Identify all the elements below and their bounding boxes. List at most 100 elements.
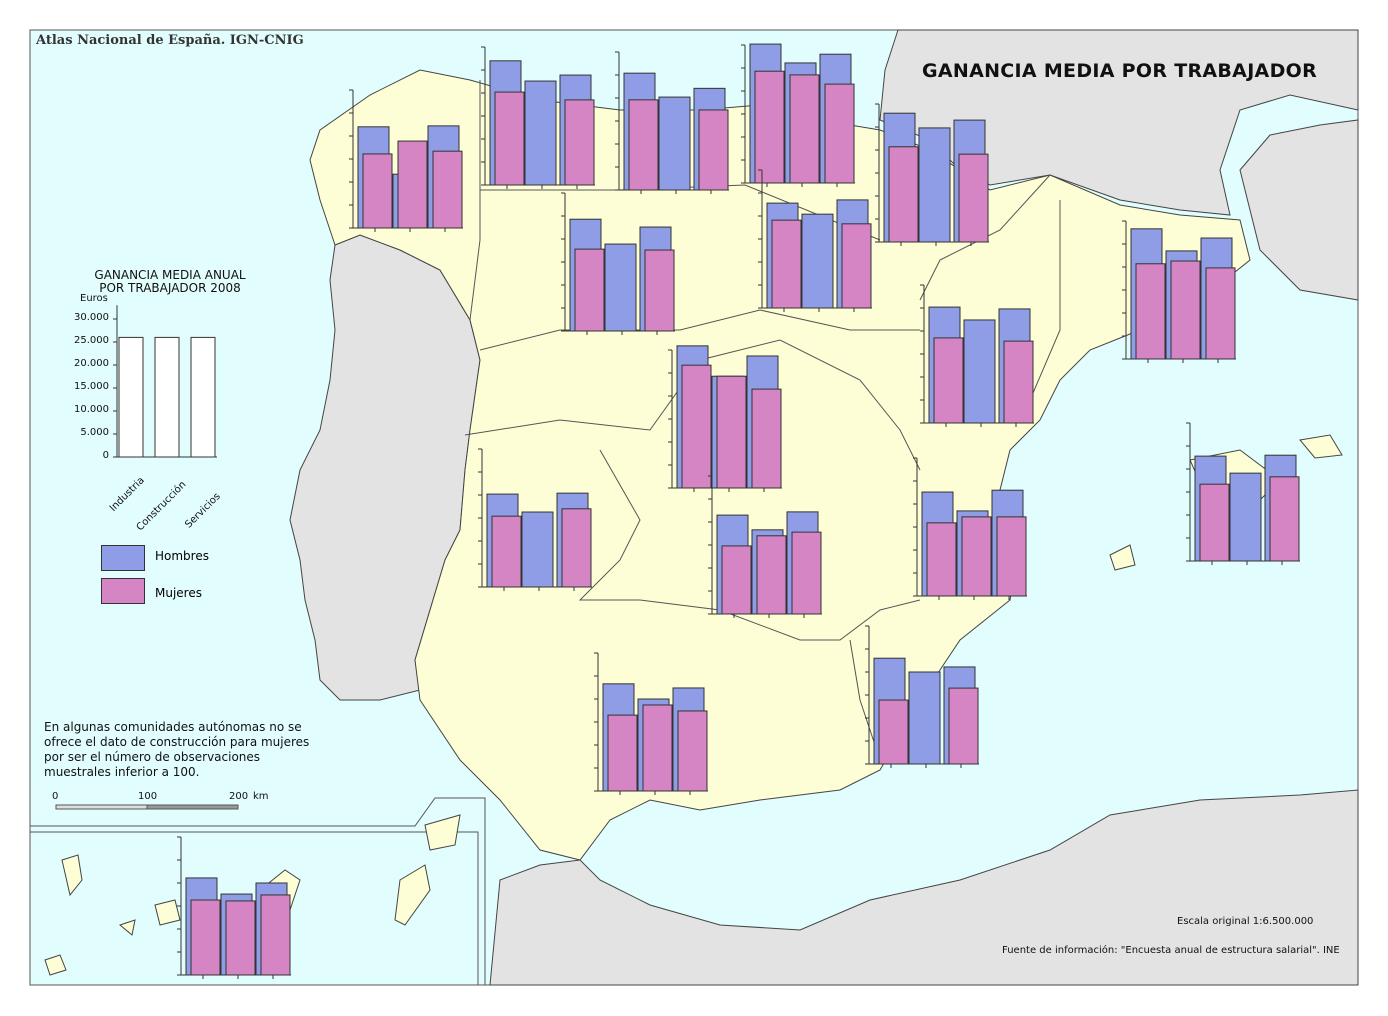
bar-mujeres — [644, 249, 675, 332]
legend-label-mujeres: Mujeres — [155, 586, 202, 600]
legend-chart-title: GANANCIA MEDIA ANUAL POR TRABAJADOR 2008 — [70, 269, 270, 295]
region-chart-madrid — [668, 345, 782, 492]
region-chart-canarias — [177, 836, 291, 979]
bar-hombres — [908, 671, 941, 765]
bar-mujeres — [1135, 263, 1166, 360]
region-chart-pa-s-vasco — [741, 43, 855, 187]
legend-tick-label: 10.000 — [74, 404, 109, 415]
legend-bar — [118, 336, 144, 458]
bar-mujeres — [1003, 340, 1034, 424]
bar-mujeres — [841, 223, 872, 309]
bar-mujeres — [574, 248, 605, 332]
bar-mujeres — [225, 900, 256, 976]
bar-mujeres — [754, 70, 785, 184]
bar-mujeres — [607, 714, 638, 792]
bar-mujeres — [961, 516, 992, 597]
legend-label-hombres: Hombres — [155, 549, 209, 563]
region-chart-navarra — [875, 103, 989, 246]
bar-mujeres — [948, 687, 979, 765]
region-chart-illes-balears — [1186, 422, 1300, 565]
bar-mujeres — [721, 545, 752, 615]
bar-mujeres — [564, 99, 595, 186]
region-chart-la-rioja — [758, 169, 872, 312]
region-chart-comunitat-valenciana — [913, 457, 1027, 600]
bar-mujeres — [628, 99, 659, 191]
source-text: Fuente de información: "Encuesta anual d… — [1002, 945, 1340, 956]
legend-title-line2: POR TRABAJADOR 2008 — [99, 281, 241, 295]
scale-bar — [55, 804, 239, 810]
legend-bar — [190, 336, 216, 458]
region-chart-murcia — [865, 625, 979, 768]
legend-chart — [113, 305, 217, 458]
region-chart-galicia — [349, 89, 463, 232]
region-chart-castilla-y-le-n — [561, 192, 675, 335]
bar-mujeres — [677, 710, 708, 792]
bar-mujeres — [789, 74, 820, 184]
legend-tick-label: 5.000 — [80, 427, 109, 438]
bar-mujeres — [561, 508, 592, 588]
bar-hombres — [604, 243, 637, 332]
bar-mujeres — [1269, 476, 1300, 562]
region-chart-extremadura — [478, 448, 592, 591]
bar-hombres — [658, 96, 691, 191]
bar-mujeres — [888, 146, 919, 243]
legend-bar — [154, 336, 180, 458]
bar-mujeres — [996, 516, 1027, 597]
bar-mujeres — [1199, 483, 1230, 562]
legend-tick-label: 20.000 — [74, 358, 109, 369]
bar-mujeres — [756, 535, 787, 615]
region-chart-arag-n — [920, 284, 1034, 427]
bar-mujeres — [260, 894, 291, 976]
region-chart-asturias — [481, 46, 595, 189]
bar-mujeres — [681, 364, 712, 489]
africa — [489, 789, 1359, 986]
bar-mujeres — [791, 531, 822, 615]
bar-mujeres — [494, 91, 525, 186]
bar-mujeres — [878, 699, 909, 765]
bar-mujeres — [190, 899, 221, 976]
bar-hombres — [521, 511, 554, 588]
bar-mujeres — [771, 219, 802, 309]
menorca — [1299, 434, 1343, 459]
legend-tick-label: 0 — [102, 450, 109, 461]
region-chart-andaluc-a — [594, 652, 708, 795]
bar-mujeres — [362, 153, 393, 229]
bar-mujeres — [1170, 260, 1201, 360]
footnote: En algunas comunidades autónomas no se o… — [44, 720, 310, 779]
region-chart-castilla-la-mancha — [708, 475, 822, 618]
bar-mujeres — [491, 515, 522, 588]
legend-unit: Euros — [80, 293, 108, 304]
corsica — [1239, 119, 1359, 301]
bar-hombres — [1229, 472, 1262, 562]
inset-frame — [30, 797, 486, 985]
region-borders — [464, 80, 1061, 761]
bar-mujeres — [958, 153, 989, 243]
bar-mujeres — [824, 83, 855, 184]
scale-unit: km — [253, 791, 269, 802]
atlas-credit: Atlas Nacional de España. IGN-CNIG — [36, 33, 304, 48]
bar-mujeres — [642, 704, 673, 792]
legend-swatch-mujeres — [101, 578, 145, 604]
bar-mujeres — [698, 109, 729, 191]
scale-label-200: 200 — [229, 791, 249, 802]
map-title: GANANCIA MEDIA POR TRABAJADOR — [922, 60, 1318, 82]
bar-hombres — [918, 127, 951, 243]
scale-text: Escala original 1:6.500.000 — [1177, 916, 1314, 927]
ibiza — [1109, 544, 1136, 571]
bar-mujeres — [397, 140, 428, 229]
region-chart-cantabria — [615, 51, 729, 194]
legend-tick-label: 25.000 — [74, 335, 109, 346]
legend-tick-label: 30.000 — [74, 312, 109, 323]
legend-tick-label: 15.000 — [74, 381, 109, 392]
legend-title-line1: GANANCIA MEDIA ANUAL — [94, 268, 246, 282]
regional-charts — [177, 43, 1300, 979]
bar-mujeres — [432, 150, 463, 229]
bar-mujeres — [716, 375, 747, 489]
bar-mujeres — [751, 388, 782, 489]
scale-label-100: 100 — [138, 791, 158, 802]
bar-mujeres — [926, 522, 957, 597]
bar-hombres — [963, 319, 996, 424]
bar-mujeres — [1205, 267, 1236, 360]
region-chart-catalu-a — [1122, 220, 1236, 363]
